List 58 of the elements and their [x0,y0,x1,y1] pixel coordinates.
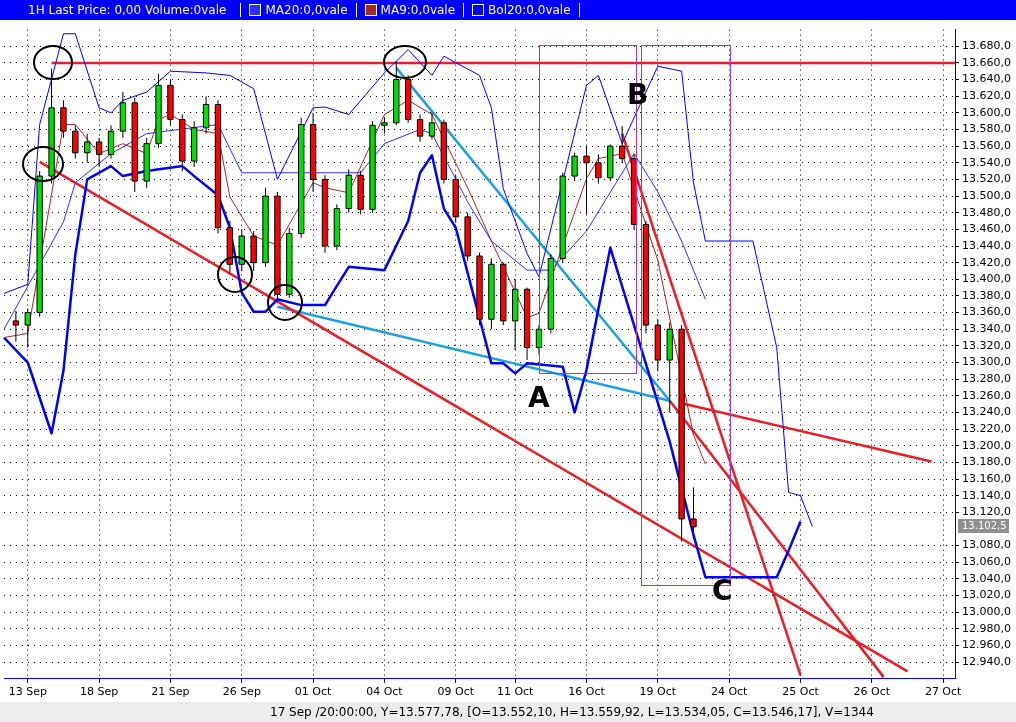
y-tick-label: 13.460,0 [962,222,1011,236]
y-tick-label: 13.200,0 [962,438,1011,452]
x-tick-label: 13 Sep [8,685,47,699]
legend-label: MA9:0,0vale [356,3,465,17]
x-tick-label: 16 Oct [568,685,606,699]
y-tick-label: 13.380,0 [962,288,1011,302]
y-tick-label: 13.040,0 [962,571,1011,585]
y-tick-label: 13.060,0 [962,555,1011,569]
y-tick-label: 13.660,0 [962,55,1011,69]
y-tick-label: 13.300,0 [962,355,1011,369]
legend-label: MA20:0,0vale [241,3,357,17]
x-tick-label: 09 Oct [437,685,475,699]
y-tick-label: 13.680,0 [962,39,1011,53]
x-tick-label: 11 Oct [496,685,535,699]
y-tick-label: 13.520,0 [962,172,1011,186]
y-tick-label: 13.000,0 [962,605,1011,619]
y-tick-label: 13.020,0 [962,588,1011,602]
y-tick-label: 13.440,0 [962,238,1011,252]
y-tick-label: 13.320,0 [962,338,1011,352]
y-tick-label: 13.360,0 [962,305,1011,319]
x-tick-label: 27 Oct [924,685,963,699]
y-tick-label: 13.220,0 [962,421,1011,435]
x-tick-label: 26 Sep [222,685,261,699]
y-tick-label: 13.080,0 [962,538,1011,552]
x-tick-label: 01 Oct [294,685,333,699]
y-tick-label: 13.640,0 [962,72,1011,86]
y-tick-label: 13.420,0 [962,255,1011,269]
text: 17 Sep /20:00:00, Y=13.577,78, [O=13.552,10, H=13.559,92, L=13.534,05, C=13.546,17], V=1344 [0,702,1016,722]
x-tick-label: 18 Sep [79,685,119,699]
y-tick-label: 13.340,0 [962,322,1011,336]
x-tick-label: 26 Oct [853,685,891,699]
y-tick-label: 13.120,0 [962,505,1011,519]
y-tick-label: 13.560,0 [962,138,1011,152]
y-tick-label: 12.960,0 [962,638,1011,652]
text: 13.102,5 [958,519,1009,533]
y-tick-label: 12.940,0 [962,655,1011,669]
y-tick-label: 13.600,0 [962,105,1011,119]
y-tick-label: 13.240,0 [962,405,1011,419]
y-tick-label: 12.980,0 [962,621,1011,635]
x-tick-label: 04 Oct [366,685,404,699]
y-tick-label: 13.500,0 [962,188,1011,202]
y-tick-label: 13.160,0 [962,471,1011,485]
x-tick-label: 25 Oct [782,685,820,699]
x-tick-label: 19 Oct [639,685,677,699]
x-tick-label: 21 Sep [151,685,190,699]
y-tick-label: 13.260,0 [962,388,1011,402]
chart-title: 1H Last Price: 0,00 Volume:0vale [0,3,242,17]
y-tick-label: 13.180,0 [962,455,1011,469]
annotation: A [528,381,550,414]
y-tick-label: 13.540,0 [962,155,1011,169]
y-tick-label: 13.580,0 [962,122,1011,136]
legend-label: Bol20:0,0vale [464,3,580,17]
y-tick-label: 13.480,0 [962,205,1011,219]
y-tick-label: 13.400,0 [962,272,1011,286]
y-tick-label: 13.620,0 [962,89,1011,103]
y-tick-label: 13.140,0 [962,488,1011,502]
x-tick-label: 24 Oct [710,685,749,699]
y-tick-label: 13.280,0 [962,372,1011,386]
